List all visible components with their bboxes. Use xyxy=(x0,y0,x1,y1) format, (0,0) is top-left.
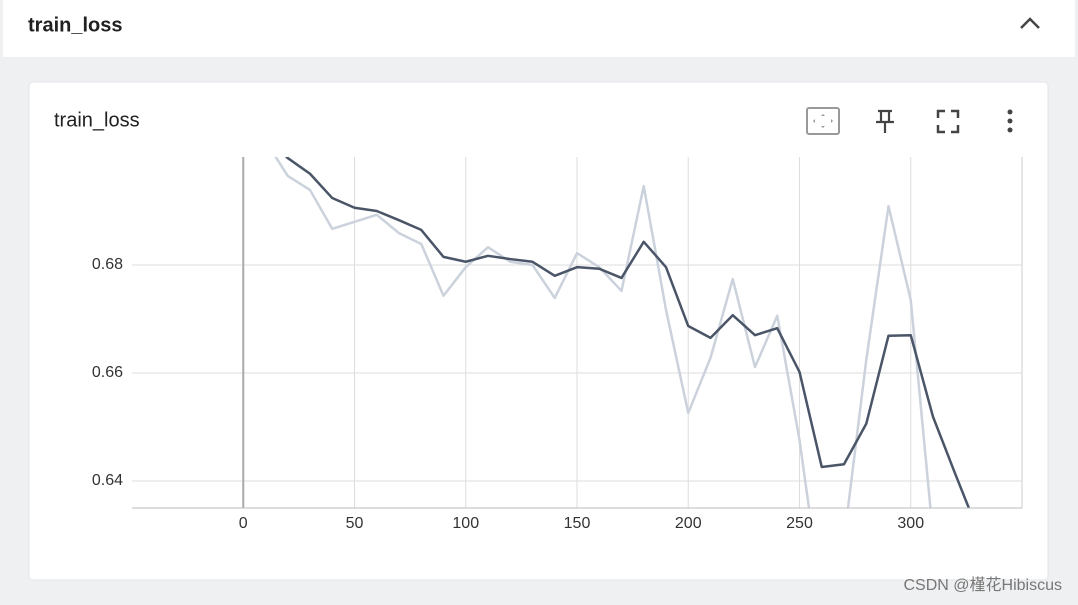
y-tick-label: 0.64 xyxy=(92,472,123,489)
card-title: train_loss xyxy=(54,109,140,131)
x-tick-label: 100 xyxy=(452,515,479,532)
series-line xyxy=(274,157,932,508)
x-tick-label: 250 xyxy=(786,515,813,532)
watermark: CSDN @槿花Hibiscus xyxy=(904,576,1063,594)
x-tick-label: 200 xyxy=(675,515,702,532)
plot xyxy=(274,157,971,508)
section-title: train_loss xyxy=(28,14,122,36)
collapse-button[interactable] xyxy=(1020,17,1040,29)
section-header xyxy=(3,0,1075,57)
y-tick-label: 0.68 xyxy=(92,256,123,273)
menu-button[interactable] xyxy=(1007,109,1013,133)
fullscreen-button[interactable] xyxy=(936,109,960,134)
x-tick-label: 0 xyxy=(239,515,248,532)
x-tick-label: 150 xyxy=(564,515,591,532)
y-tick-label: 0.66 xyxy=(92,364,123,381)
card xyxy=(28,81,1049,581)
grid xyxy=(132,157,1022,508)
series-line xyxy=(284,157,971,508)
x-tick-label: 50 xyxy=(346,515,364,532)
pin-button[interactable] xyxy=(876,109,894,133)
fit-domain-button[interactable] xyxy=(806,107,840,135)
x-tick-label: 300 xyxy=(897,515,924,532)
